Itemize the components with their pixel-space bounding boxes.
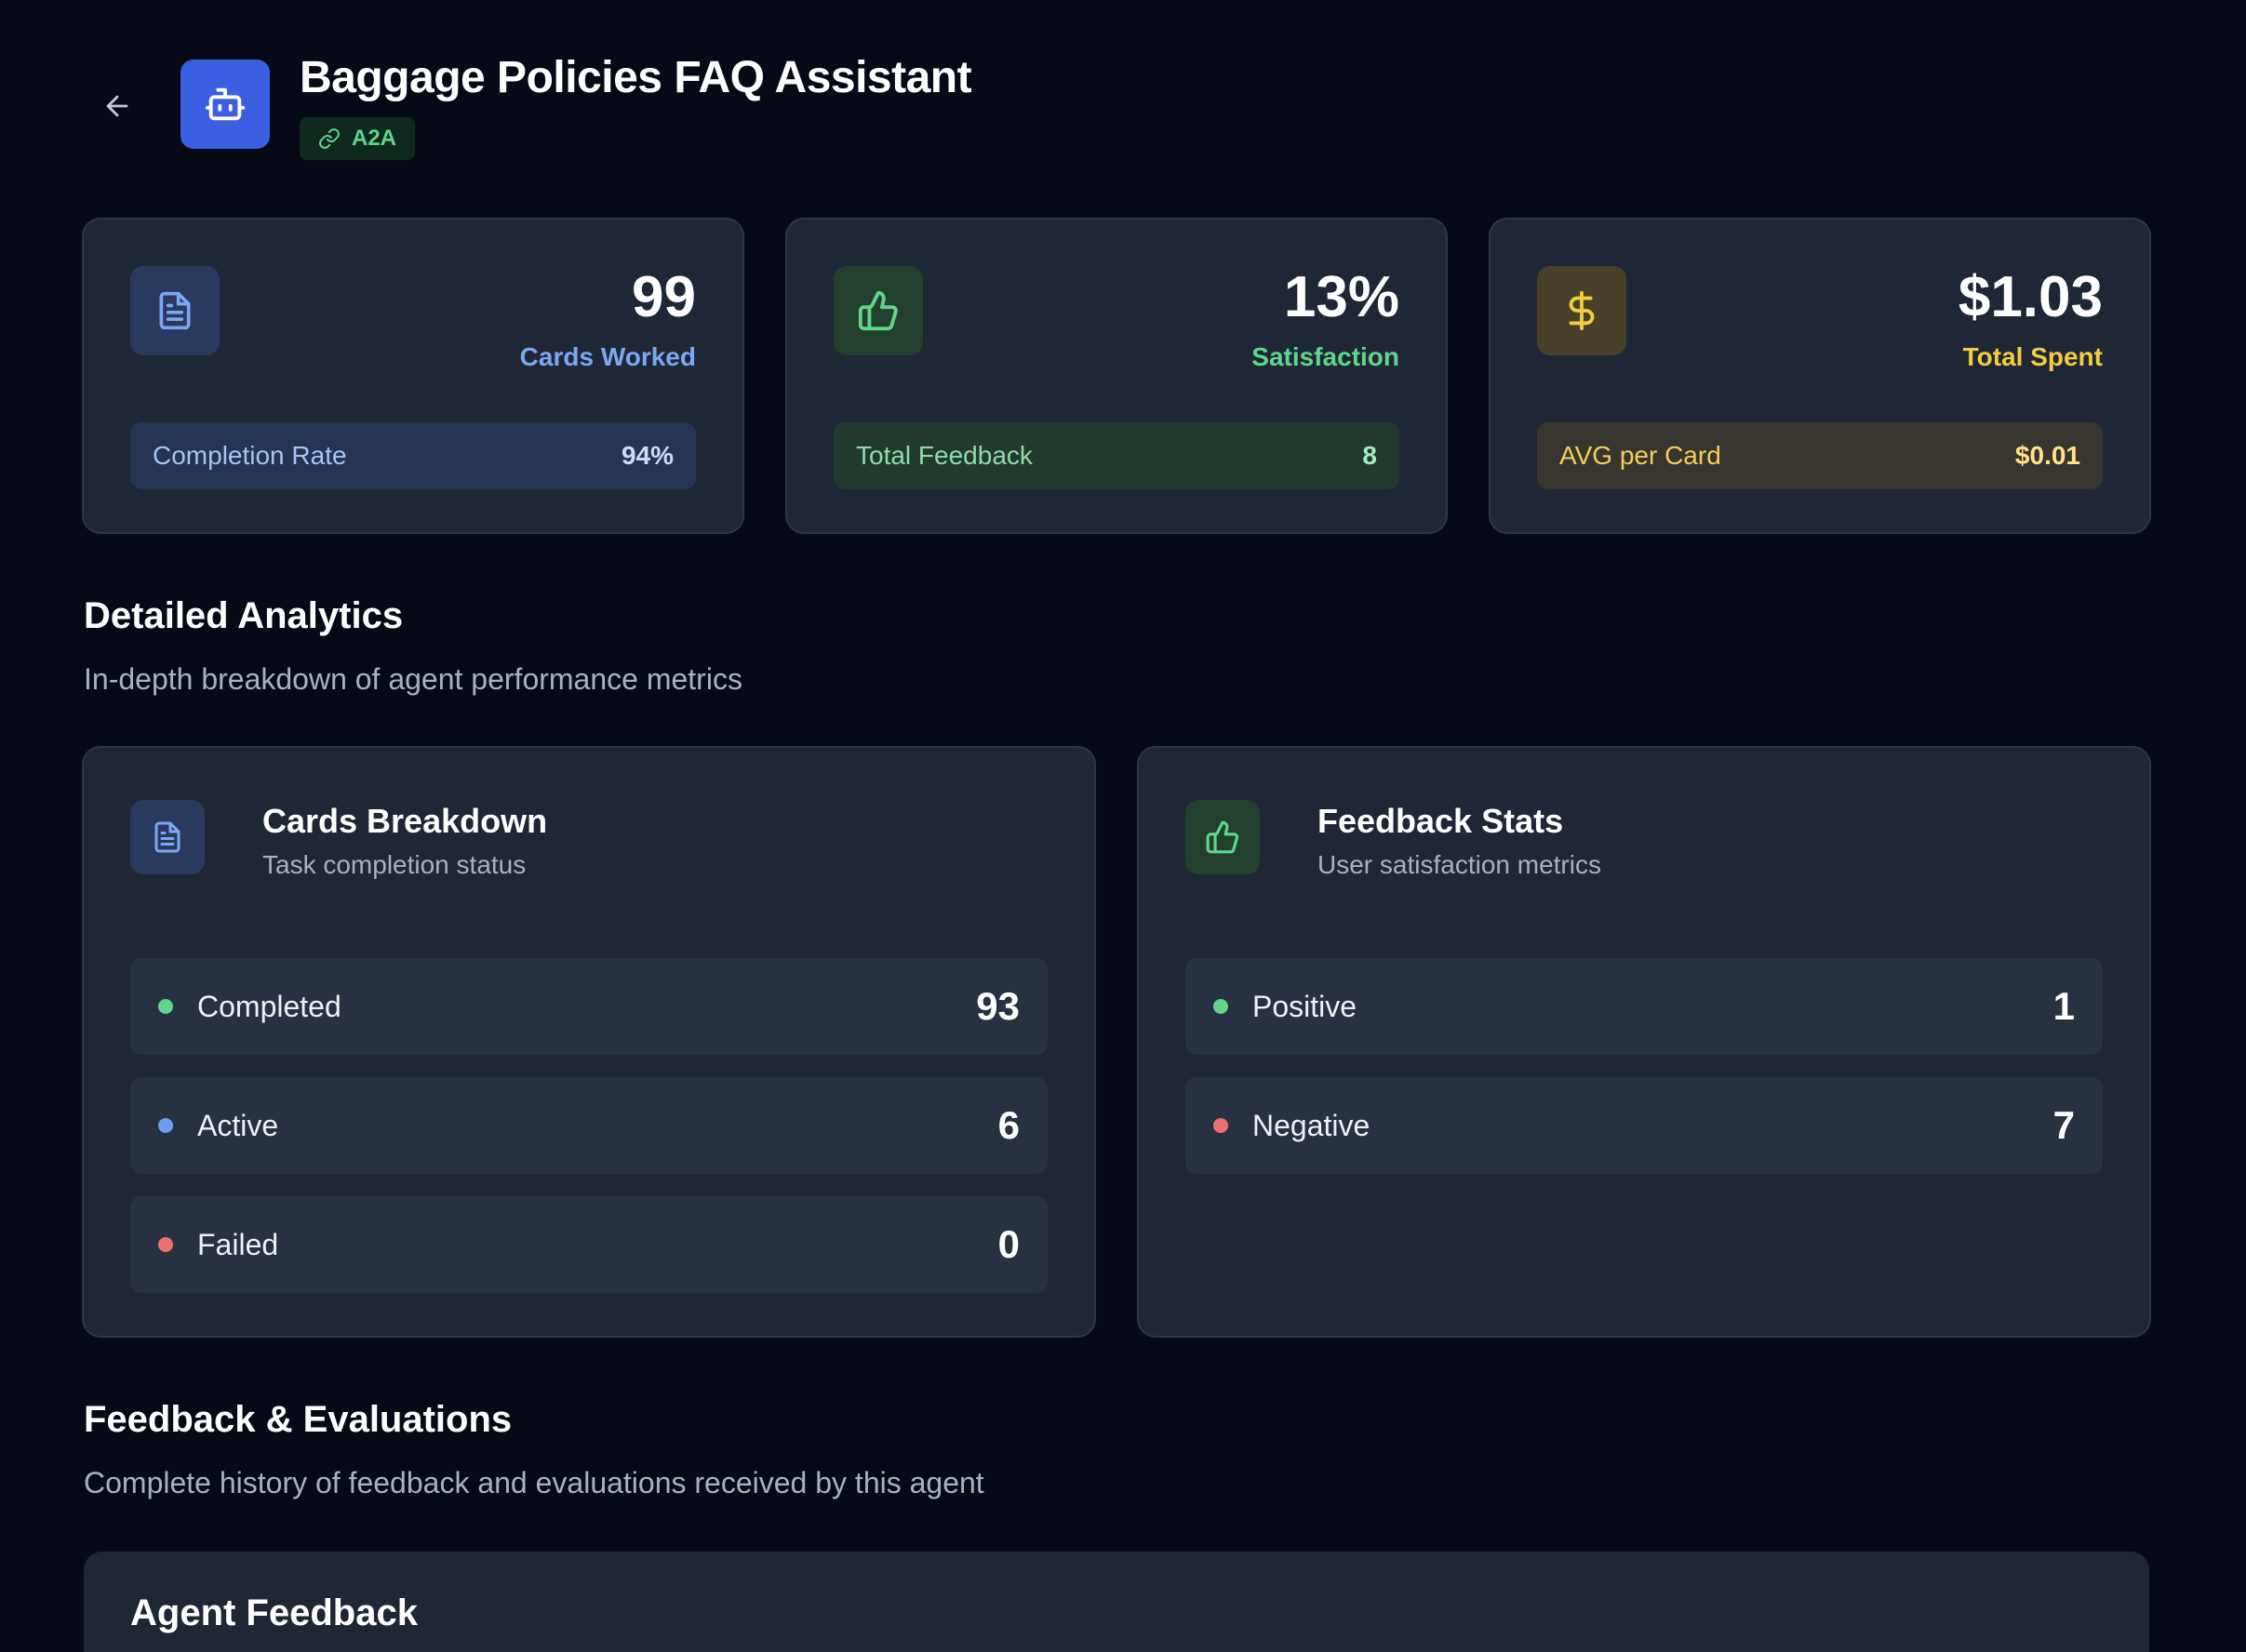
thumbs-up-icon — [1206, 820, 1239, 854]
panel-icon — [130, 800, 205, 874]
stat-sub-value: $0.01 — [2014, 441, 2080, 470]
breakdown-row-failed: Failed 0 — [130, 1196, 1048, 1293]
stat-value: 13% — [1283, 265, 1399, 329]
status-dot-red — [1213, 1118, 1228, 1133]
stat-card-satisfaction: 13% Satisfaction Total Feedback 8 — [785, 218, 1448, 534]
panel-icon — [1185, 800, 1260, 874]
row-label: Active — [197, 1108, 279, 1142]
agent-avatar — [180, 60, 270, 149]
stat-sub-value: 8 — [1362, 441, 1377, 470]
stat-icon — [1537, 266, 1626, 355]
dollar-icon — [1569, 290, 1595, 331]
breakdown-row-completed: Completed 93 — [130, 958, 1048, 1055]
back-button[interactable] — [93, 82, 141, 130]
status-dot-blue — [158, 1118, 173, 1133]
stat-value: $1.03 — [1958, 265, 2103, 329]
panel-title: Feedback Stats — [1317, 802, 1564, 840]
analytics-heading: Detailed Analytics — [84, 595, 404, 636]
panel-subtitle: Task completion status — [262, 850, 527, 879]
stat-label: Satisfaction — [1251, 342, 1399, 371]
feedback-row-negative: Negative 7 — [1185, 1077, 2103, 1174]
row-value: 0 — [997, 1222, 1020, 1266]
stat-label: Cards Worked — [519, 342, 696, 371]
row-label: Positive — [1252, 989, 1357, 1023]
arrow-left-icon — [106, 95, 128, 117]
thumbs-up-icon — [858, 290, 898, 331]
document-icon — [159, 291, 191, 330]
stat-sub-label: Total Feedback — [856, 441, 1033, 470]
stat-card-total-spent: $1.03 Total Spent AVG per Card $0.01 — [1489, 218, 2151, 534]
row-value: 93 — [976, 984, 1020, 1028]
feedback-stats-panel: Feedback Stats User satisfaction metrics… — [1137, 746, 2151, 1338]
row-label: Failed — [197, 1227, 279, 1261]
feedback-row-positive: Positive 1 — [1185, 958, 2103, 1055]
agent-feedback-title: Agent Feedback — [130, 1592, 418, 1633]
avg-per-card-row: AVG per Card $0.01 — [1537, 422, 2103, 489]
status-dot-green — [158, 999, 173, 1014]
feedback-heading: Feedback & Evaluations — [84, 1399, 513, 1440]
status-dot-red — [158, 1237, 173, 1252]
bot-icon — [205, 87, 246, 121]
cards-breakdown-panel: Cards Breakdown Task completion status C… — [82, 746, 1096, 1338]
feedback-description: Complete history of feedback and evaluat… — [84, 1466, 984, 1499]
stat-sub-value: 94% — [621, 441, 674, 470]
analytics-description: In-depth breakdown of agent performance … — [84, 662, 742, 696]
stat-label: Total Spent — [1962, 342, 2103, 371]
row-value: 6 — [997, 1103, 1020, 1147]
status-dot-green — [1213, 999, 1228, 1014]
protocol-badge: A2A — [300, 117, 416, 160]
stat-value: 99 — [632, 265, 696, 329]
link-icon — [319, 128, 340, 149]
stat-sub-label: AVG per Card — [1559, 441, 1721, 470]
stat-card-cards-worked: 99 Cards Worked Completion Rate 94% — [82, 218, 744, 534]
stat-sub-label: Completion Rate — [153, 441, 347, 470]
row-value: 1 — [2052, 984, 2075, 1028]
stat-icon — [130, 266, 220, 355]
row-label: Completed — [197, 989, 341, 1023]
panel-title: Cards Breakdown — [262, 802, 548, 840]
row-label: Negative — [1252, 1108, 1370, 1142]
total-feedback-row: Total Feedback 8 — [834, 422, 1399, 489]
page-title: Baggage Policies FAQ Assistant — [300, 53, 972, 102]
document-icon — [154, 821, 180, 853]
stat-icon — [834, 266, 923, 355]
completion-rate-row: Completion Rate 94% — [130, 422, 696, 489]
breakdown-row-active: Active 6 — [130, 1077, 1048, 1174]
agent-feedback-card: Agent Feedback — [84, 1552, 2149, 1652]
protocol-badge-label: A2A — [352, 126, 397, 151]
row-value: 7 — [2052, 1103, 2075, 1147]
panel-subtitle: User satisfaction metrics — [1317, 850, 1601, 879]
